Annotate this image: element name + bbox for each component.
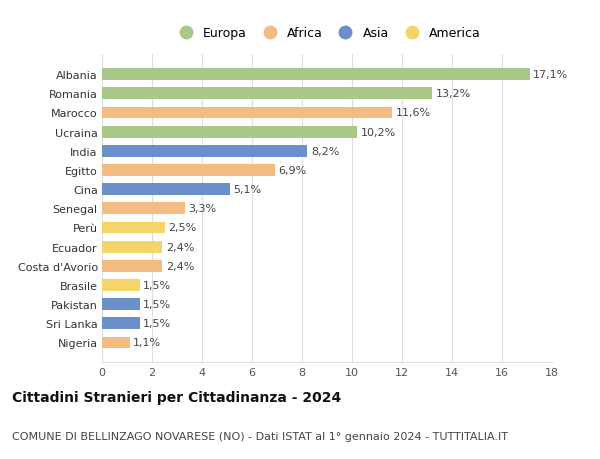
Legend: Europa, Africa, Asia, America: Europa, Africa, Asia, America [170,24,484,42]
Text: 2,4%: 2,4% [166,242,194,252]
Text: 1,5%: 1,5% [143,280,172,291]
Text: 13,2%: 13,2% [436,89,471,99]
Text: 1,5%: 1,5% [143,299,172,309]
Bar [102,241,162,253]
Bar [102,337,130,349]
Text: 1,5%: 1,5% [143,319,172,329]
Bar [102,126,357,138]
Text: 17,1%: 17,1% [533,70,569,80]
Text: 10,2%: 10,2% [361,127,396,137]
Bar [102,165,275,177]
Text: 6,9%: 6,9% [278,166,307,176]
Bar [102,318,139,330]
Text: 1,1%: 1,1% [133,338,161,347]
Bar [102,298,139,310]
Bar [102,88,432,100]
Bar [102,146,307,157]
Bar [102,184,229,196]
Text: 8,2%: 8,2% [311,146,339,157]
Text: 11,6%: 11,6% [396,108,431,118]
Bar [102,69,530,81]
Text: Cittadini Stranieri per Cittadinanza - 2024: Cittadini Stranieri per Cittadinanza - 2… [12,390,341,404]
Bar [102,222,164,234]
Bar [102,260,162,272]
Bar [102,280,139,291]
Text: 3,3%: 3,3% [188,204,217,214]
Text: COMUNE DI BELLINZAGO NOVARESE (NO) - Dati ISTAT al 1° gennaio 2024 - TUTTITALIA.: COMUNE DI BELLINZAGO NOVARESE (NO) - Dat… [12,431,508,441]
Bar [102,203,185,215]
Bar [102,107,392,119]
Text: 2,5%: 2,5% [168,223,197,233]
Text: 5,1%: 5,1% [233,185,262,195]
Text: 2,4%: 2,4% [166,261,194,271]
